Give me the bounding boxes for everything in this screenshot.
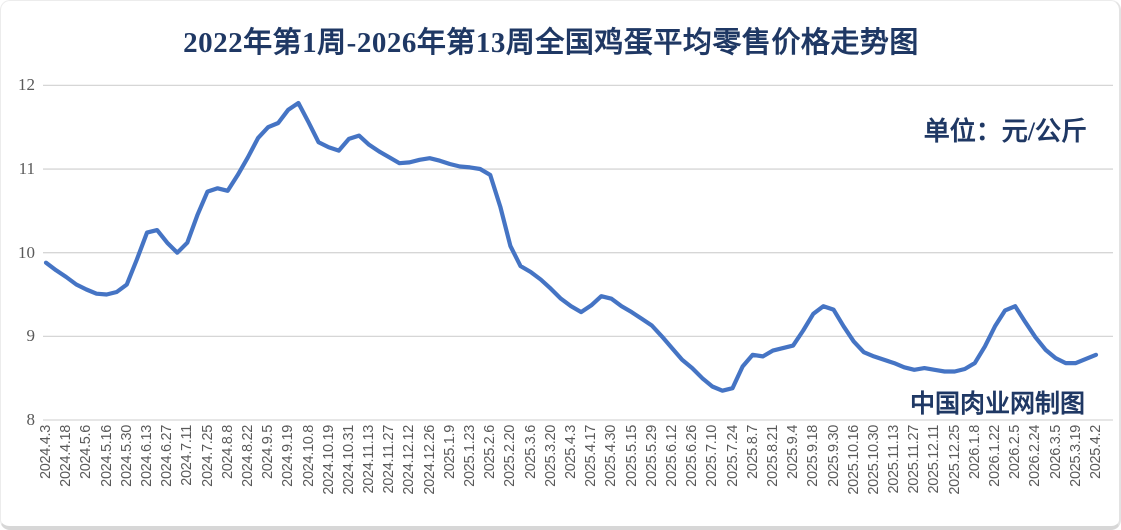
x-tick-label: 2024.4.18 xyxy=(58,425,75,487)
x-tick-label: 2025.12.25 xyxy=(946,425,963,495)
x-tick-label: 2025.9.30 xyxy=(825,425,842,487)
y-tick-label: 12 xyxy=(18,75,35,95)
price-line xyxy=(43,100,1099,393)
x-tick-label: 2025.3.19 xyxy=(1067,425,1084,487)
unit-label: 单位：元/公斤 xyxy=(923,117,1087,146)
x-tick-label: 2024.11.27 xyxy=(381,425,398,494)
x-tick-label: 2025.10.16 xyxy=(845,425,862,495)
x-tick-label: 2024.5.16 xyxy=(98,425,115,487)
x-tick-label: 2024.9.5 xyxy=(260,425,277,480)
x-tick-label: 2025.9.4 xyxy=(785,425,802,480)
y-tick-label: 9 xyxy=(26,326,36,346)
x-tick-label: 2025.8.21 xyxy=(764,425,781,487)
x-tick-label: 2025.6.26 xyxy=(684,425,701,487)
x-tick-label: 2024.10.31 xyxy=(340,425,357,495)
x-tick-label: 2024.5.30 xyxy=(118,425,135,487)
x-tick-label: 2025.11.27 xyxy=(906,425,923,494)
x-tick-label: 2025.4.3 xyxy=(563,425,579,480)
x-tick-label: 2024.6.27 xyxy=(159,425,176,487)
x-tick-label: 2026.3.5 xyxy=(1047,425,1064,480)
x-tick-label: 2025.7.10 xyxy=(704,425,721,487)
x-tick-label: 2025.3.20 xyxy=(542,425,559,487)
x-tick-label: 2025.5.29 xyxy=(643,425,660,487)
x-tick-label: 2025.9.18 xyxy=(805,425,822,487)
x-tick-label: 2025.4.30 xyxy=(603,425,620,487)
x-tick-label: 2025.2.6 xyxy=(482,425,499,480)
x-tick-label: 2024.8.8 xyxy=(219,425,236,480)
x-tick-label: 2025.10.30 xyxy=(865,425,882,495)
x-tick-label: 2026.2.24 xyxy=(1027,425,1044,487)
x-tick-label: 2025.1.9 xyxy=(441,425,458,480)
x-tick-label: 2025.6.12 xyxy=(663,425,680,487)
x-tick-label: 2024.12.12 xyxy=(401,425,418,495)
x-tick-label: 2025.1.23 xyxy=(462,425,479,487)
x-tick-label: 2025.5.15 xyxy=(623,425,640,487)
x-tick-label: 2026.1.22 xyxy=(987,425,1004,487)
y-tick-label: 11 xyxy=(18,159,35,179)
x-tick-label: 2025.3.6 xyxy=(522,425,539,480)
x-tick-label: 2025.4.17 xyxy=(583,425,600,487)
x-tick-label: 2025.2.20 xyxy=(502,425,519,487)
x-tick-label: 2024.7.11 xyxy=(179,425,196,486)
x-tick-label: 2024.8.22 xyxy=(239,425,256,487)
x-tick-label: 2024.10.8 xyxy=(300,425,317,487)
x-tick-label: 2025.12.11 xyxy=(926,425,943,494)
x-tick-label: 2024.4.3 xyxy=(38,425,54,480)
x-tick-label: 2025.8.7 xyxy=(744,425,761,480)
x-tick-label: 2024.6.13 xyxy=(138,425,155,487)
x-tick-label: 2024.11.13 xyxy=(361,425,378,494)
y-tick-label: 10 xyxy=(18,242,35,262)
x-tick-label: 2025.11.13 xyxy=(886,425,903,494)
x-tick-label: 2025.4.2 xyxy=(1088,425,1104,480)
x-tick-label: 2024.5.6 xyxy=(78,425,95,480)
x-tick-label: 2024.9.19 xyxy=(280,425,297,487)
x-tick-label: 2026.1.8 xyxy=(966,425,983,480)
chart-title: 2022年第1周-2026年第13周全国鸡蛋平均零售价格走势图 xyxy=(183,27,919,59)
y-tick-label: 8 xyxy=(26,410,36,429)
x-tick-label: 2026.2.5 xyxy=(1007,425,1024,480)
x-tick-label: 2024.12.26 xyxy=(421,425,438,495)
x-tick-label: 2024.10.19 xyxy=(320,425,337,495)
x-tick-label: 2025.7.24 xyxy=(724,425,741,487)
x-tick-label: 2024.7.25 xyxy=(199,425,216,487)
watermark-label: 中国肉业网制图 xyxy=(909,391,1085,418)
